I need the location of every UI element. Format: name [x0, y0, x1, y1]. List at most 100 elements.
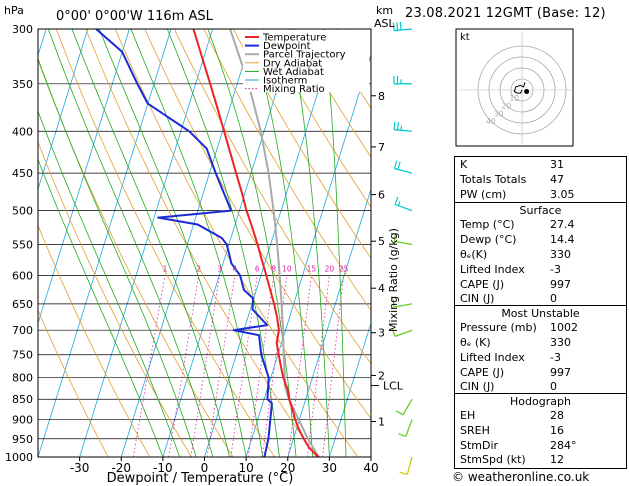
mixing-ratio-line	[206, 275, 236, 457]
index-label: Lifted Index	[460, 351, 525, 364]
hodograph-indices-panel: Hodograph EH 28 SREH 16 StmDir 284° StmSpd …	[454, 393, 627, 469]
pressure-tick-label: 900	[12, 414, 33, 427]
index-row: Lifted Index -3	[455, 262, 626, 277]
hodograph-ring-label: 40	[486, 117, 496, 126]
index-value: 997	[550, 278, 571, 291]
asl-unit-label: ASL	[374, 17, 396, 30]
wet-adiabat-line	[38, 57, 197, 457]
mixing-ratio-label: 3	[217, 264, 222, 273]
legend-entry: Dry Adiabat	[263, 58, 322, 69]
mixing-ratio-line	[261, 275, 288, 457]
hodograph-unit-label: kt	[460, 32, 470, 43]
legend-entry: Isotherm	[263, 76, 307, 87]
pressure-tick-label: 950	[12, 433, 33, 446]
altitude-tick-label: 5	[378, 235, 385, 248]
index-row: Pressure (mb) 1002	[455, 320, 626, 335]
index-row: CAPE (J) 997	[455, 277, 626, 292]
x-tick-label: 40	[363, 461, 378, 475]
wet-adiabat-line	[38, 158, 164, 457]
altitude-tick-label: 8	[378, 90, 385, 103]
index-label: PW (cm)	[460, 188, 507, 201]
mixing-ratio-label: 2	[196, 264, 201, 273]
index-row: Dewp (°C) 14.4	[455, 232, 626, 247]
most-unstable-title: Most Unstable	[501, 307, 580, 320]
index-value: 284°	[550, 439, 577, 452]
isotherm-line	[38, 29, 89, 191]
indices-top-panel: K 31 Totals Totals 47 PW (cm) 3.05	[454, 156, 627, 204]
index-label: θₑ (K)	[460, 336, 491, 349]
pressure-tick-label: 600	[12, 269, 33, 282]
series-temperature	[192, 29, 320, 457]
hodograph-frame	[455, 28, 574, 147]
index-row: SREH 16	[455, 423, 626, 438]
pressure-tick-label: 850	[12, 393, 33, 406]
index-label: SREH	[460, 424, 490, 437]
wind-barb	[399, 456, 413, 475]
mixing-ratio-label: 25	[339, 264, 349, 273]
dry-adiabat-line	[38, 224, 151, 457]
index-value: 28	[550, 409, 564, 422]
mixing-ratio-line	[307, 275, 330, 457]
index-label: StmSpd (kt)	[460, 453, 526, 466]
surface-panel: Surface Temp (°C) 27.4 Dewp (°C) 14.4 θₑ(K…	[454, 202, 627, 307]
index-row: CIN (J) 0	[455, 379, 626, 394]
index-value: 47	[550, 173, 564, 186]
index-value: 16	[550, 424, 564, 437]
series-dewpoint	[95, 29, 273, 457]
index-row: K 31	[455, 157, 626, 172]
dry-adiabat-line	[203, 29, 371, 312]
dry-adiabat-line	[173, 29, 371, 365]
index-label: Totals Totals	[460, 173, 527, 186]
altitude-tick-label: 7	[378, 141, 385, 154]
index-value: 31	[550, 158, 564, 171]
dry-adiabat-line	[85, 29, 317, 457]
isotherm-line	[79, 29, 214, 457]
hpa-unit-label: hPa	[4, 4, 24, 17]
lcl-label: LCL	[383, 380, 404, 393]
km-unit-label: km	[376, 4, 393, 17]
wind-barb	[393, 121, 413, 132]
isotherm-line	[287, 187, 371, 457]
index-label: Lifted Index	[460, 263, 525, 276]
index-value: 330	[550, 336, 571, 349]
series-parcel-trajectory	[229, 29, 320, 457]
wet-adiabat-line	[324, 29, 347, 457]
index-value: 12	[550, 453, 564, 466]
x-tick-label: 20	[280, 461, 295, 475]
dry-adiabat-line	[144, 29, 371, 420]
legend-entry: Parcel Trajectory	[263, 50, 346, 61]
mixing-ratio-line	[287, 275, 312, 457]
index-label: θₑ(K)	[460, 248, 488, 261]
pressure-tick-label: 1000	[5, 451, 33, 464]
x-tick-label: 10	[238, 461, 253, 475]
mixing-ratio-label: 10	[282, 264, 292, 273]
wind-barb	[392, 21, 413, 32]
wind-barb	[394, 160, 413, 174]
index-value: -3	[550, 263, 561, 276]
index-label: StmDir	[460, 439, 499, 452]
mixing-ratio-label: 8	[271, 264, 276, 273]
index-label: CAPE (J)	[460, 366, 505, 379]
dry-adiabat-line	[55, 29, 275, 457]
x-tick-label: 0	[201, 461, 209, 475]
index-value: 0	[550, 292, 557, 305]
wind-barb	[391, 328, 413, 337]
wind-barb	[392, 299, 413, 308]
altitude-tick-label: 3	[378, 327, 385, 340]
index-value: 27.4	[550, 218, 575, 231]
pressure-tick-label: 800	[12, 372, 33, 385]
mixing-ratio-line	[168, 275, 200, 457]
legend-entry: Mixing Ratio	[263, 84, 325, 95]
pressure-tick-label: 750	[12, 349, 33, 362]
index-row: CAPE (J) 997	[455, 365, 626, 380]
wet-adiabat-line	[47, 29, 214, 457]
mixing-ratio-axis-label: Mixing Ratio (g/kg)	[387, 228, 400, 332]
legend-entry: Dewpoint	[263, 41, 311, 52]
index-row: StmDir 284°	[455, 438, 626, 453]
index-value: 997	[550, 366, 571, 379]
isotherm-line	[0, 29, 5, 457]
index-row: EH 28	[455, 408, 626, 423]
index-value: 0	[550, 380, 557, 393]
index-row: StmSpd (kt) 12	[455, 452, 626, 467]
legend-background	[243, 30, 369, 92]
